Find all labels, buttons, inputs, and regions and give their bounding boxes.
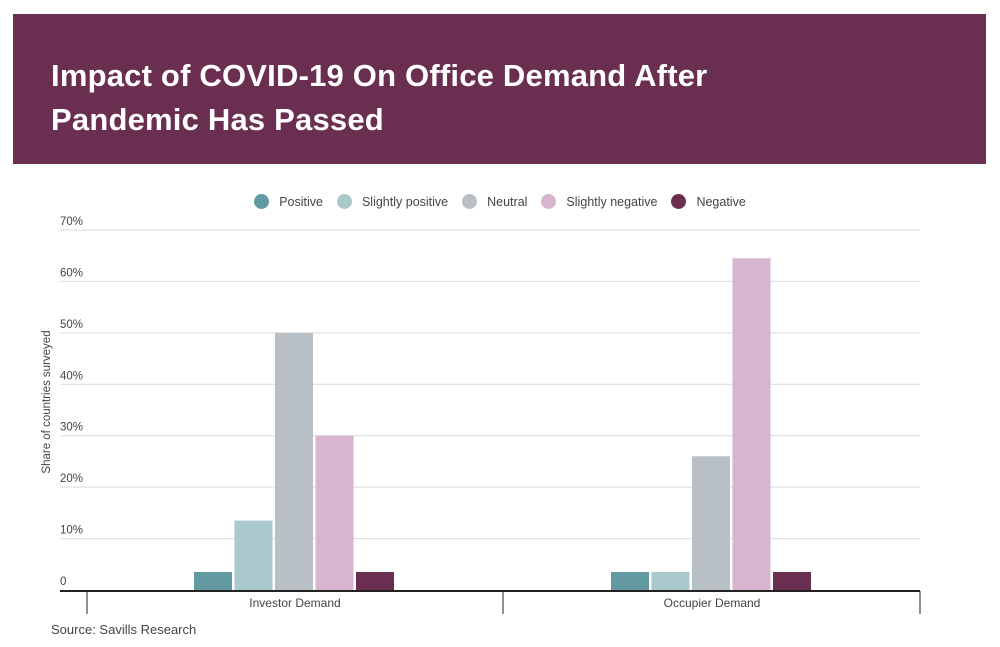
legend-label: Slightly negative (566, 194, 658, 209)
legend-swatch (462, 194, 478, 209)
y-tick-label: 60% (60, 267, 83, 279)
legend-swatch (254, 194, 270, 209)
y-tick-label: 30% (60, 422, 83, 434)
x-tick-label: Occupier Demand (664, 596, 761, 610)
y-tick-label: 70% (60, 216, 83, 228)
bar-investor-demand-positive (194, 572, 232, 590)
bar-occupier-demand-slightly-negative (732, 258, 771, 590)
chart-title-line-1: Impact of COVID-19 On Office Demand Afte… (51, 58, 708, 93)
legend-swatch (336, 194, 352, 209)
y-tick-label: 0 (60, 576, 66, 588)
x-tick-label: Investor Demand (249, 596, 340, 610)
legend-label: Slightly positive (361, 194, 449, 209)
legend-swatch (541, 194, 557, 209)
bar-occupier-demand-neutral (692, 456, 730, 590)
chart-title-line-2: Pandemic Has Passed (51, 102, 384, 137)
legend-label: Positive (279, 194, 323, 209)
legend-item-slightly-negative: Slightly negative (541, 194, 657, 209)
bar-investor-demand-neutral (275, 332, 313, 590)
source-note: Source: Savills Research (51, 622, 197, 637)
legend-item-slightly-positive: Slightly positive (336, 194, 449, 209)
chart-title: Impact of COVID-19 On Office Demand Afte… (51, 54, 851, 142)
x-axis: Investor Demand Occupier Demand (60, 590, 921, 614)
bar-investor-demand-negative (356, 572, 394, 590)
y-tick-label: 20% (60, 473, 83, 485)
bar-investor-demand-slightly-negative (315, 435, 354, 590)
y-tick-label: 10% (60, 525, 83, 537)
legend-item-neutral: Neutral (462, 194, 527, 209)
chart-legend: Positive Slightly positive Neutral Slightly… (0, 194, 1000, 209)
bar-investor-demand-slightly-positive (234, 520, 273, 590)
bars (194, 258, 811, 590)
legend-item-positive: Positive (254, 194, 323, 209)
y-tick-label: 40% (60, 370, 83, 382)
gridlines (60, 229, 920, 540)
title-banner: Impact of COVID-19 On Office Demand Afte… (13, 14, 986, 164)
legend-swatch (671, 194, 687, 209)
legend-label: Neutral (487, 194, 528, 209)
y-axis-label: Share of countries surveyed (41, 330, 53, 473)
y-tick-label: 50% (60, 319, 83, 331)
y-axis-ticks: 0 10% 20% 30% 40% 50% 60% 70% (60, 216, 83, 588)
legend-item-negative: Negative (671, 194, 746, 209)
bar-occupier-demand-positive (611, 572, 649, 590)
legend-label: Negative (696, 194, 746, 209)
bar-occupier-demand-negative (773, 572, 811, 590)
bar-occupier-demand-slightly-positive (651, 572, 690, 590)
